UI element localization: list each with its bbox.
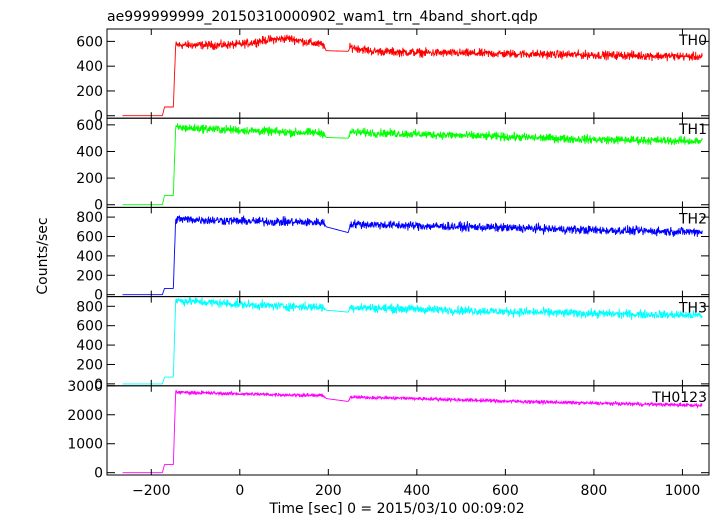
y-tick-label: 400 (76, 338, 103, 354)
y-tick-label: 400 (76, 249, 103, 265)
y-tick-label: 600 (76, 34, 103, 50)
y-tick-label: 800 (76, 210, 103, 226)
panel-label-th3: TH3 (678, 301, 707, 317)
y-tick-label: 1000 (67, 437, 103, 453)
series-line-th3 (122, 296, 703, 385)
panel-th3: 0 200 400 600 800 TH3 (76, 296, 710, 393)
x-axis-label: Time [sec] 0 = 2015/03/10 00:09:02 (268, 501, 524, 516)
y-tick-label: 0 (94, 466, 103, 482)
panel-label-th1: TH1 (678, 122, 707, 138)
y-tick-label: 0 (94, 377, 103, 393)
y-tick-label: 0 (94, 288, 103, 304)
panel-th0123: 0 1000 2000 3000 TH0123 (67, 379, 710, 482)
series-line-th2 (122, 215, 703, 296)
y-tick-label: 600 (76, 118, 103, 134)
panel-frame (106, 385, 710, 476)
x-tick-label: 600 (492, 483, 519, 499)
y-tick-label: 600 (76, 319, 103, 335)
panel-th2: 0 200 400 600 800 TH2 (76, 206, 710, 304)
y-tick-label: 3000 (67, 379, 103, 395)
y-tick-label: 400 (76, 59, 103, 75)
y-tick-label: 400 (76, 144, 103, 160)
y-tick-label: 200 (76, 268, 103, 284)
chart-title: ae999999999_20150310000902_wam1_trn_4ban… (107, 9, 538, 25)
x-tick-label: −200 (132, 483, 170, 499)
x-tick-label: 400 (403, 483, 430, 499)
panel-label-th0123: TH0123 (651, 390, 707, 406)
y-tick-label: 800 (76, 299, 103, 315)
y-tick-label: 2000 (67, 408, 103, 424)
y-tick-label: 600 (76, 229, 103, 245)
y-tick-label: 200 (76, 171, 103, 187)
x-tick-label: 1000 (665, 483, 701, 499)
x-tick-label: 200 (315, 483, 342, 499)
panel-th1: 0 200 400 600 TH1 (76, 117, 710, 214)
y-tick-label: 200 (76, 84, 103, 100)
x-tick-label: 800 (581, 483, 608, 499)
y-axis-label: Counts/sec (35, 217, 51, 294)
panel-label-th0: TH0 (678, 33, 707, 49)
panel-frame (106, 117, 710, 208)
panel-label-th2: TH2 (678, 211, 707, 227)
series-line-th1 (122, 123, 703, 206)
y-tick-label: 0 (94, 198, 103, 214)
y-tick-label: 0 (94, 109, 103, 125)
panels-group: 0 200 400 600 TH0 0 200 400 600 TH1 0 200 400 600 800 T… (67, 28, 710, 499)
series-line-th0 (122, 34, 703, 117)
panel-th0: 0 200 400 600 TH0 (76, 28, 710, 125)
x-tick-label: 0 (235, 483, 244, 499)
series-line-th0123 (122, 389, 703, 474)
y-tick-label: 200 (76, 357, 103, 373)
